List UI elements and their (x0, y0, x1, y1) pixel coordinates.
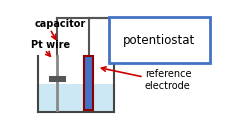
Text: reference
electrode: reference electrode (145, 69, 191, 91)
Bar (109, 17, 210, 63)
Bar (84, 56, 93, 110)
Text: Pt wire: Pt wire (31, 40, 70, 50)
Text: capacitor: capacitor (34, 19, 86, 29)
Bar (39, 84, 113, 112)
Text: potentiostat: potentiostat (123, 34, 195, 47)
